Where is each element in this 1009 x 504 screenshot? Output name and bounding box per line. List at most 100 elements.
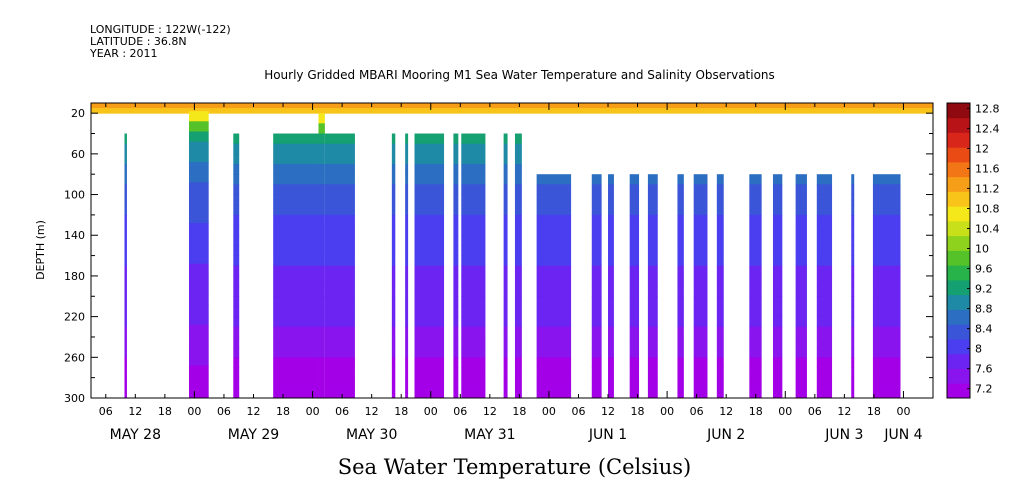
- heatmap-cell: [608, 296, 614, 307]
- heatmap-cell: [405, 235, 409, 246]
- heatmap-cell: [188, 111, 209, 122]
- heatmap-cell: [324, 153, 355, 165]
- heatmap-cell: [629, 357, 640, 368]
- axes: 20 60 100 140 180 220 260 300 DEPTH (m) 06 12 18 00 0…: [34, 102, 934, 443]
- x-tick-label: 06: [99, 405, 113, 418]
- heatmap-cell: [324, 316, 355, 328]
- heatmap-cell: [461, 133, 486, 145]
- heatmap-cell: [391, 326, 396, 338]
- x-tick-label: 00: [187, 405, 201, 418]
- heatmap-cell: [851, 367, 855, 379]
- heatmap-cell: [233, 214, 240, 226]
- heatmap-cell: [405, 184, 409, 196]
- x-day-label: MAY 30: [346, 427, 397, 443]
- heatmap-cell: [749, 184, 762, 196]
- heatmap-cell: [188, 294, 209, 305]
- heatmap-cell: [273, 255, 319, 267]
- heatmap-cell: [772, 316, 783, 328]
- heatmap-cell: [391, 204, 396, 216]
- heatmap-cell: [647, 367, 658, 379]
- heatmap-cell: [749, 265, 762, 277]
- heatmap-cell: [693, 184, 708, 196]
- heatmap-cell: [591, 235, 602, 246]
- heatmap-cell: [591, 367, 602, 379]
- heatmap-cell: [188, 212, 209, 224]
- heatmap-cell: [124, 255, 127, 267]
- heatmap-cell: [591, 255, 602, 267]
- heatmap-cell: [318, 204, 325, 216]
- heatmap-cell: [716, 174, 724, 185]
- heatmap-cell: [405, 245, 409, 257]
- heatmap-cell: [608, 265, 614, 277]
- heatmap-cell: [391, 377, 396, 389]
- heatmap-cell: [749, 225, 762, 236]
- heatmap-cell: [851, 275, 855, 287]
- heatmap-cell: [647, 184, 658, 196]
- heatmap-cell: [693, 245, 708, 257]
- heatmap-cell: [851, 255, 855, 267]
- longitude-label: LONGITUDE : 122W(-122): [90, 23, 231, 36]
- heatmap-cell: [677, 204, 684, 216]
- heatmap-cell: [273, 296, 319, 307]
- colorbar-swatch: [947, 383, 970, 399]
- heatmap-cell: [536, 326, 572, 338]
- heatmap-cell: [647, 306, 658, 318]
- heatmap-cell: [872, 265, 901, 277]
- heatmap-cell: [405, 326, 409, 338]
- heatmap-cell: [503, 174, 508, 185]
- heatmap-cell: [749, 357, 762, 368]
- heatmap-cell: [536, 306, 572, 318]
- heatmap-cell: [716, 367, 724, 379]
- heatmap-cell: [503, 336, 508, 348]
- heatmap-cell: [405, 275, 409, 287]
- heatmap-cell: [188, 324, 209, 336]
- heatmap-cell: [677, 265, 684, 277]
- heatmap-cell: [233, 326, 240, 338]
- heatmap-cell: [405, 286, 409, 297]
- heatmap-cell: [318, 265, 325, 277]
- heatmap-cell: [749, 255, 762, 267]
- heatmap-cell: [124, 316, 127, 328]
- x-tick-label: 12: [719, 405, 733, 418]
- colorbar-swatch: [947, 294, 970, 310]
- heatmap-cell: [324, 357, 355, 368]
- heatmap-cell: [233, 306, 240, 318]
- heatmap-cell: [453, 265, 459, 277]
- x-tick-label: 12: [128, 405, 142, 418]
- x-tick-label: 06: [217, 405, 231, 418]
- x-tick-label: 00: [424, 405, 438, 418]
- heatmap-cell: [405, 133, 409, 145]
- heatmap-cell: [795, 174, 807, 185]
- heatmap-cell: [188, 284, 209, 295]
- heatmap-cell: [536, 377, 572, 389]
- heatmap-cell: [233, 143, 240, 155]
- colorbar-swatch: [947, 235, 970, 251]
- heatmap-cell: [503, 296, 508, 307]
- heatmap-cell: [233, 164, 240, 175]
- x-tick-label: 00: [660, 405, 674, 418]
- latitude-label: LATITUDE : 36.8N: [90, 35, 187, 48]
- heatmap-cell: [124, 286, 127, 297]
- colorbar-swatch: [947, 368, 970, 384]
- heatmap-cell: [693, 316, 708, 328]
- heatmap-cell: [629, 235, 640, 246]
- heatmap-cell: [318, 194, 325, 206]
- heatmap-cell: [405, 143, 409, 155]
- heatmap-cell: [391, 367, 396, 379]
- heatmap-cell: [872, 296, 901, 307]
- heatmap-cell: [414, 174, 445, 185]
- heatmap-cell: [716, 377, 724, 389]
- plot-frame: [90, 102, 934, 399]
- heatmap-cell: [591, 316, 602, 328]
- heatmap-cell: [716, 387, 724, 398]
- heatmap-cell: [816, 225, 833, 236]
- x-day-label: JUN 2: [706, 427, 745, 443]
- x-tick-label: 00: [306, 405, 320, 418]
- heatmap-cell: [749, 377, 762, 389]
- heatmap-cell: [461, 174, 486, 185]
- heatmap-cell: [749, 367, 762, 379]
- heatmap-cell: [318, 174, 325, 185]
- heatmap-cell: [453, 255, 459, 267]
- heatmap-cell: [391, 306, 396, 318]
